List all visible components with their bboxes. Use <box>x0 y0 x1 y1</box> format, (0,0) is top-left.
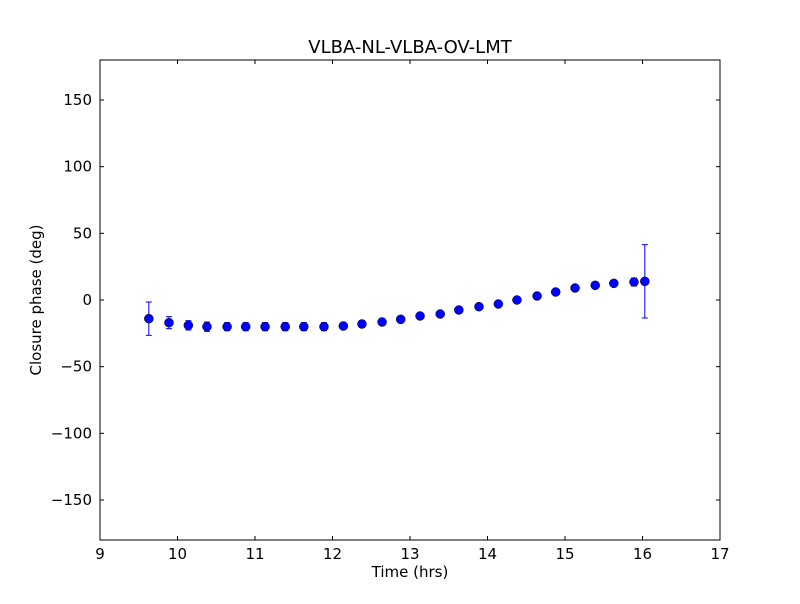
x-tick-label: 12 <box>323 545 342 563</box>
data-point <box>570 283 580 293</box>
data-point <box>609 278 619 289</box>
y-tick-label: 100 <box>63 158 92 176</box>
y-tick-label: −150 <box>51 491 92 509</box>
y-tick-label: 50 <box>73 224 92 242</box>
data-point <box>629 277 639 287</box>
data-point <box>590 280 600 291</box>
x-tick-label: 10 <box>168 545 187 563</box>
data-point <box>377 317 387 327</box>
data-point <box>338 321 349 331</box>
y-tick-label: 0 <box>82 291 92 309</box>
y-axis-label: Closure phase (deg) <box>27 225 45 376</box>
data-point <box>280 321 290 332</box>
data-point <box>357 319 367 329</box>
data-point <box>299 321 309 332</box>
plot-frame <box>99 59 721 541</box>
data-point <box>435 309 445 319</box>
y-tick-label: −50 <box>60 358 92 376</box>
data-point <box>512 295 522 305</box>
data-point <box>395 314 406 325</box>
x-tick-label: 17 <box>710 545 729 563</box>
x-tick-label: 16 <box>633 545 652 563</box>
x-tick-label: 15 <box>555 545 574 563</box>
data-point <box>183 320 194 331</box>
x-tick-label: 9 <box>95 545 105 563</box>
data-point <box>474 301 484 312</box>
data-point <box>454 305 464 315</box>
data-point <box>415 311 425 321</box>
data-point <box>222 321 232 332</box>
data-point <box>640 276 650 287</box>
x-tick-label: 14 <box>478 545 497 563</box>
y-tick-label: 150 <box>63 91 92 109</box>
data-point <box>550 287 561 297</box>
data-point <box>202 321 212 332</box>
x-tick-label: 11 <box>245 545 264 563</box>
data-point <box>319 321 329 332</box>
data-point <box>493 299 504 309</box>
data-point <box>240 321 251 332</box>
x-tick-label: 13 <box>400 545 419 563</box>
chart-title: VLBA-NL-VLBA-OV-LMT <box>308 37 512 58</box>
x-axis-label: Time (hrs) <box>371 563 449 581</box>
data-point <box>260 321 270 332</box>
data-point <box>164 317 174 328</box>
data-point <box>144 313 154 324</box>
y-tick-label: −100 <box>51 424 92 442</box>
data-point <box>532 291 542 301</box>
